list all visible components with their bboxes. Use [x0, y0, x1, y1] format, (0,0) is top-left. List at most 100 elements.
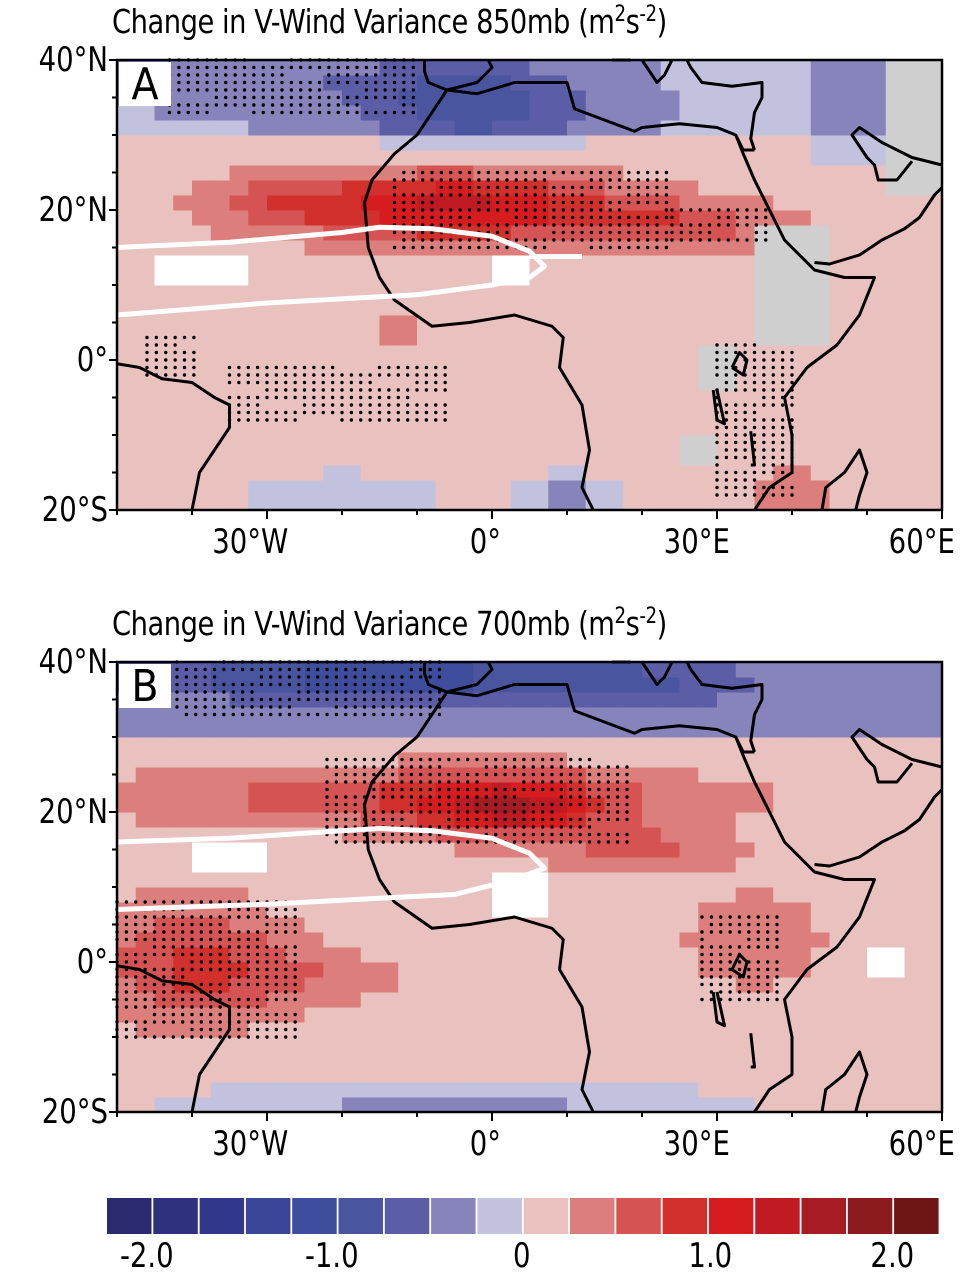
field-cell	[773, 1082, 793, 1098]
field-cell	[885, 315, 905, 331]
coastline	[814, 186, 944, 266]
field-cell	[154, 1097, 174, 1113]
field-cell	[510, 992, 530, 1008]
field-cell	[754, 315, 774, 331]
field-cell	[642, 285, 662, 301]
stipple-dot	[224, 88, 228, 92]
stipple-dot	[199, 1020, 204, 1024]
lon-tick-label: 30°W	[212, 1124, 289, 1164]
field-cell	[923, 812, 943, 828]
field-cell	[773, 255, 793, 271]
stipple-dot	[599, 223, 603, 227]
field-cell	[379, 1037, 399, 1053]
field-cell	[342, 932, 362, 948]
stipple-dot	[606, 795, 610, 799]
field-cell	[773, 1022, 793, 1038]
stipple-dot	[724, 478, 729, 482]
field-cell	[398, 240, 418, 256]
stipple-dot	[484, 840, 489, 844]
field-cell	[923, 932, 943, 948]
field-cell	[829, 1097, 849, 1113]
field-cell	[135, 707, 155, 723]
stipple-dot	[246, 960, 250, 964]
field-cell	[773, 270, 793, 286]
field-cell	[642, 1037, 662, 1053]
stipple-dot	[124, 900, 129, 904]
stipple-dot	[287, 712, 292, 717]
field-cell	[679, 180, 699, 196]
stipple-dot	[578, 765, 582, 769]
field-cell	[623, 692, 643, 708]
field-cell	[923, 1067, 943, 1083]
stipple-dot	[409, 690, 414, 694]
field-cell	[792, 677, 812, 693]
stipple-dot	[284, 997, 288, 1002]
stipple-dot	[775, 945, 779, 949]
field-cell	[117, 270, 137, 286]
stipple-dot	[381, 705, 385, 709]
coastline	[850, 126, 943, 182]
field-cell	[304, 285, 324, 301]
stipple-dot	[679, 208, 684, 212]
field-cell	[754, 285, 774, 301]
field-cell	[192, 435, 212, 451]
field-cell	[323, 240, 343, 256]
stipple-dot	[203, 675, 207, 679]
stipple-dot	[330, 388, 335, 392]
field-cell	[304, 480, 324, 496]
stipple-dot	[737, 960, 742, 964]
field-cell	[810, 120, 830, 136]
field-cell	[660, 330, 680, 346]
field-cell	[642, 450, 662, 466]
field-cell	[210, 60, 230, 76]
stipple-dot	[486, 185, 490, 190]
stipple-dot	[345, 65, 350, 70]
stipple-dot	[334, 810, 339, 814]
stipple-dot	[270, 110, 275, 115]
stipple-dot	[312, 373, 316, 377]
field-cell	[735, 827, 755, 843]
stipple-dot	[270, 88, 275, 92]
stipple-dot	[171, 975, 175, 979]
field-cell	[792, 75, 812, 91]
field-cell	[660, 887, 680, 903]
stipple-dot	[771, 470, 775, 475]
field-cell	[792, 857, 812, 873]
field-cell	[360, 495, 380, 511]
stipple-dot	[255, 380, 260, 385]
field-cell	[473, 1037, 493, 1053]
field-cell	[435, 345, 455, 361]
stipple-dot	[274, 952, 279, 957]
field-cell	[304, 150, 324, 166]
field-cell	[904, 105, 924, 121]
stipple-dot	[743, 410, 747, 415]
field-cell	[642, 60, 662, 76]
stipple-dot	[636, 193, 640, 197]
stipple-dot	[224, 65, 228, 70]
field-cell	[923, 135, 943, 151]
field-cell	[360, 135, 380, 151]
stipple-dot	[771, 350, 775, 355]
field-cell	[810, 902, 830, 918]
field-cell	[248, 90, 268, 106]
field-cell	[623, 767, 643, 783]
field-cell	[210, 360, 230, 376]
field-cell	[454, 1067, 474, 1083]
field-cell	[604, 917, 624, 933]
stipple-dot	[190, 997, 194, 1002]
stipple-dot	[199, 945, 204, 949]
field-cell	[267, 90, 287, 106]
stipple-dot	[152, 982, 157, 987]
stipple-dot	[569, 757, 573, 762]
stipple-dot	[728, 930, 732, 934]
field-cell	[923, 480, 943, 496]
stipple-dot	[531, 765, 535, 769]
field-cell	[923, 315, 943, 331]
field-cell	[867, 60, 887, 76]
field-cell	[773, 210, 793, 226]
field-cell	[717, 1082, 737, 1098]
field-cell	[135, 857, 155, 873]
stipple-dot	[362, 765, 367, 769]
field-cell	[867, 752, 887, 768]
field-cell	[229, 60, 249, 76]
